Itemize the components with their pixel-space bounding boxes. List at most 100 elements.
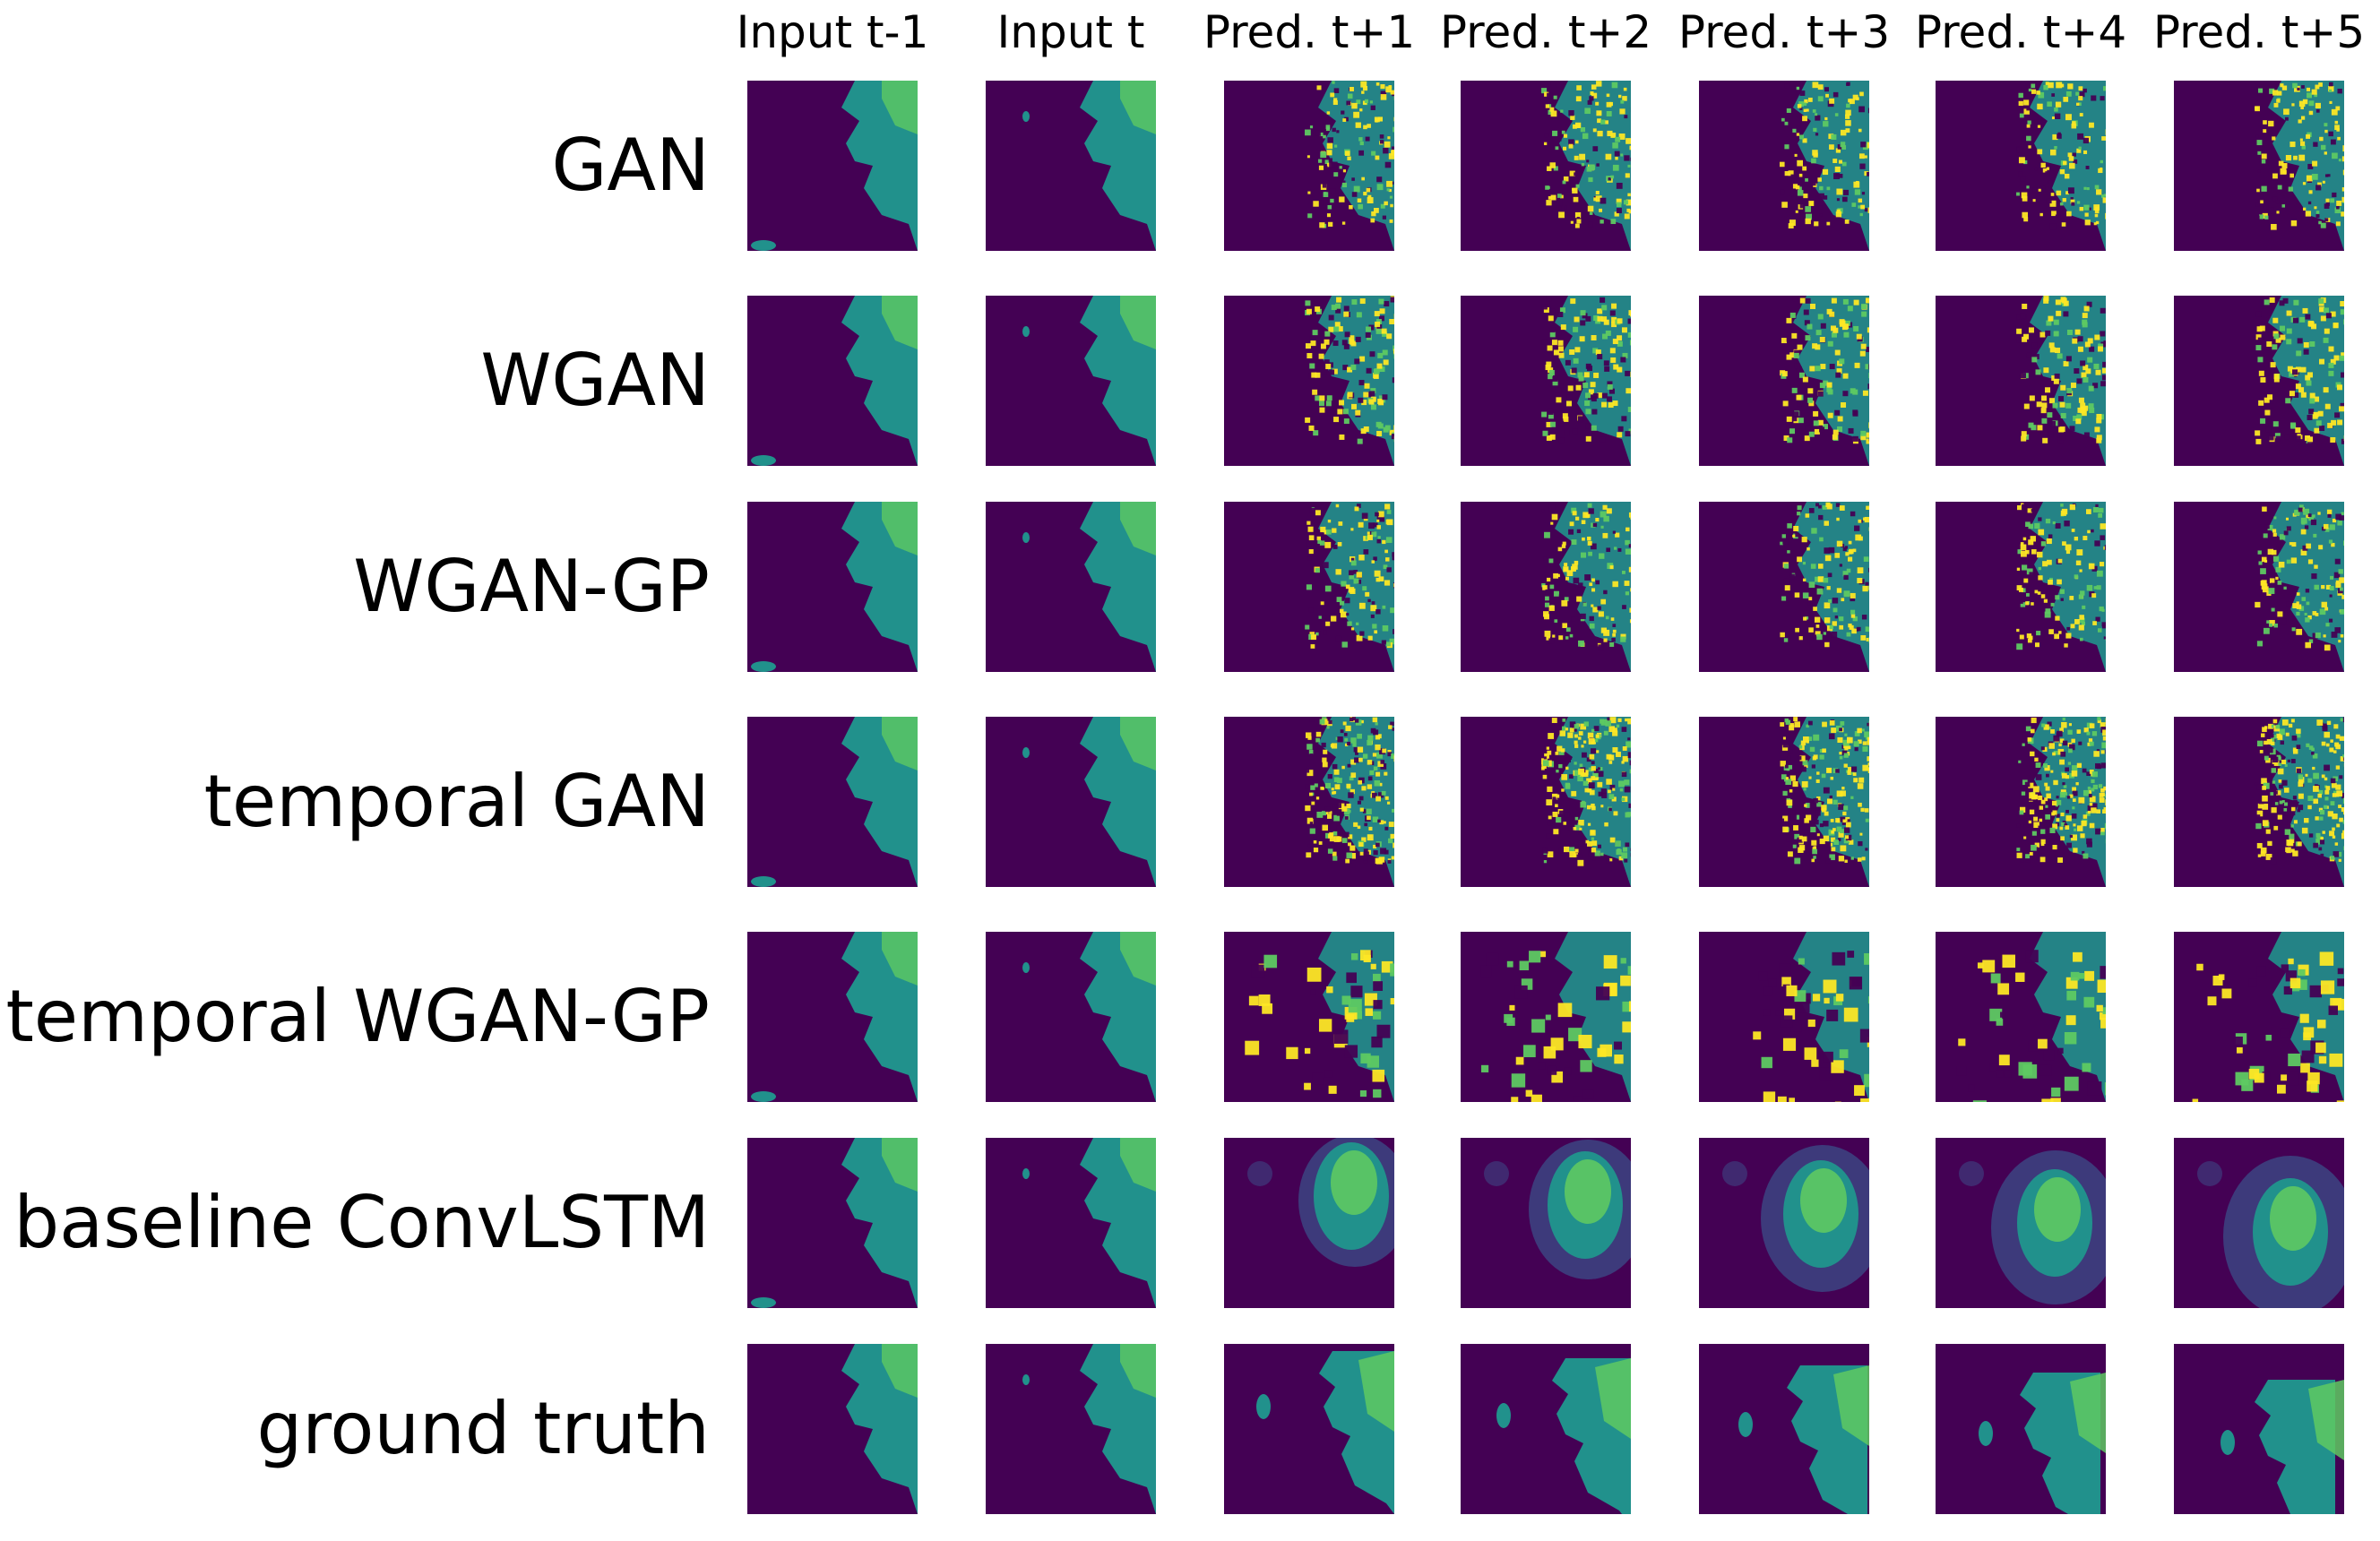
frame-image bbox=[747, 1344, 918, 1514]
frame-tile bbox=[1936, 296, 2106, 466]
column-header: Pred. t+4 bbox=[1914, 6, 2127, 58]
frame-tile bbox=[1461, 296, 1631, 466]
frame-image bbox=[1699, 296, 1869, 466]
frame-image bbox=[1699, 81, 1869, 251]
column-header: Pred. t+1 bbox=[1203, 6, 1416, 58]
frame-tile bbox=[986, 502, 1156, 672]
frame-image bbox=[1699, 1344, 1869, 1514]
frame-tile bbox=[986, 81, 1156, 251]
frame-tile bbox=[747, 81, 918, 251]
frame-image bbox=[986, 81, 1156, 251]
frame-tile bbox=[2174, 932, 2344, 1102]
frame-image bbox=[2174, 296, 2344, 466]
row-label: baseline ConvLSTM bbox=[13, 1181, 710, 1264]
frame-image bbox=[747, 296, 918, 466]
frame-image bbox=[1936, 1138, 2106, 1308]
frame-tile bbox=[1699, 717, 1869, 887]
frame-image bbox=[2174, 1344, 2344, 1514]
frame-tile bbox=[1224, 502, 1394, 672]
frame-tile bbox=[1461, 1344, 1631, 1514]
column-header: Pred. t+5 bbox=[2152, 6, 2366, 58]
frame-image bbox=[1699, 932, 1869, 1102]
frame-image bbox=[1936, 717, 2106, 887]
frame-image bbox=[1461, 502, 1631, 672]
frame-image bbox=[1224, 296, 1394, 466]
frame-image bbox=[1461, 1344, 1631, 1514]
frame-tile bbox=[1224, 81, 1394, 251]
frame-tile bbox=[1936, 502, 2106, 672]
frame-tile bbox=[1224, 296, 1394, 466]
column-header: Pred. t+2 bbox=[1439, 6, 1652, 58]
frame-image bbox=[1224, 717, 1394, 887]
frame-image bbox=[1936, 502, 2106, 672]
row-label: GAN bbox=[551, 124, 710, 207]
frame-tile bbox=[1224, 932, 1394, 1102]
frame-image bbox=[1224, 81, 1394, 251]
frame-tile bbox=[2174, 1138, 2344, 1308]
frame-tile bbox=[2174, 81, 2344, 251]
frame-image bbox=[1936, 296, 2106, 466]
frame-image bbox=[986, 502, 1156, 672]
frame-tile bbox=[986, 717, 1156, 887]
frame-tile bbox=[986, 1344, 1156, 1514]
frame-image bbox=[747, 502, 918, 672]
row-label: ground truth bbox=[256, 1387, 710, 1470]
frame-image bbox=[2174, 1138, 2344, 1308]
frame-tile bbox=[1699, 1344, 1869, 1514]
frame-tile bbox=[1699, 502, 1869, 672]
frame-tile bbox=[1699, 1138, 1869, 1308]
row-label: WGAN-GP bbox=[353, 545, 710, 628]
frame-image bbox=[1461, 1138, 1631, 1308]
frame-tile bbox=[1699, 932, 1869, 1102]
frame-tile bbox=[1224, 1344, 1394, 1514]
frame-image bbox=[986, 1344, 1156, 1514]
frame-image bbox=[1936, 81, 2106, 251]
frame-tile bbox=[986, 1138, 1156, 1308]
row-label: WGAN bbox=[480, 339, 710, 422]
frame-image bbox=[986, 296, 1156, 466]
frame-tile bbox=[1936, 81, 2106, 251]
frame-tile bbox=[1699, 296, 1869, 466]
frame-tile bbox=[747, 296, 918, 466]
frame-tile bbox=[986, 932, 1156, 1102]
frame-image bbox=[1224, 932, 1394, 1102]
column-header: Input t-1 bbox=[736, 6, 929, 58]
frame-tile bbox=[986, 296, 1156, 466]
frame-image bbox=[1461, 717, 1631, 887]
frame-image bbox=[1461, 932, 1631, 1102]
frame-tile bbox=[2174, 717, 2344, 887]
frame-tile bbox=[1936, 1138, 2106, 1308]
frame-tile bbox=[1224, 717, 1394, 887]
row-label: temporal WGAN-GP bbox=[5, 975, 710, 1058]
column-header: Pred. t+3 bbox=[1677, 6, 1891, 58]
frame-image bbox=[1936, 1344, 2106, 1514]
frame-image bbox=[1936, 932, 2106, 1102]
frame-tile bbox=[1461, 81, 1631, 251]
frame-tile bbox=[747, 1138, 918, 1308]
frame-image bbox=[1224, 1344, 1394, 1514]
frame-image bbox=[2174, 502, 2344, 672]
frame-tile bbox=[1936, 1344, 2106, 1514]
frame-image bbox=[986, 1138, 1156, 1308]
frame-tile bbox=[747, 1344, 918, 1514]
frame-tile bbox=[1461, 717, 1631, 887]
frame-image bbox=[986, 932, 1156, 1102]
column-header: Input t bbox=[996, 6, 1145, 58]
frame-image bbox=[1699, 502, 1869, 672]
row-label: temporal GAN bbox=[203, 760, 710, 843]
frame-image bbox=[747, 81, 918, 251]
frame-image bbox=[1699, 1138, 1869, 1308]
frame-image bbox=[747, 717, 918, 887]
frame-image bbox=[1224, 1138, 1394, 1308]
frame-tile bbox=[747, 932, 918, 1102]
frame-tile bbox=[1461, 932, 1631, 1102]
frame-image bbox=[2174, 81, 2344, 251]
frame-tile bbox=[1461, 1138, 1631, 1308]
frame-tile bbox=[2174, 502, 2344, 672]
frame-image bbox=[2174, 932, 2344, 1102]
frame-tile bbox=[1224, 1138, 1394, 1308]
frame-image bbox=[986, 717, 1156, 887]
frame-tile bbox=[1936, 717, 2106, 887]
frame-tile bbox=[747, 717, 918, 887]
